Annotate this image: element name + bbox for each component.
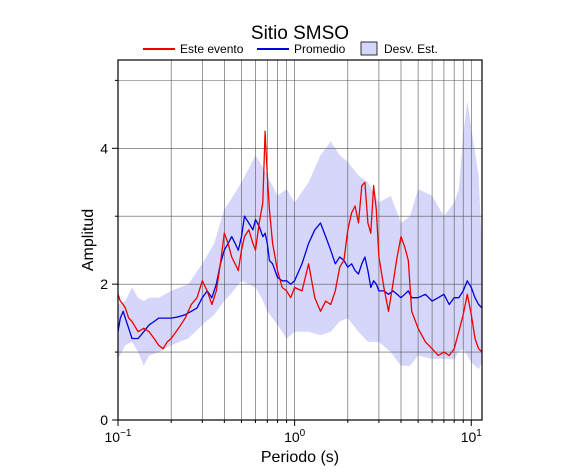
chart-title: Sitio SMSO (251, 23, 349, 44)
legend: Este evento Promedio Desv. Est. (143, 41, 438, 56)
legend-label-desv-est: Desv. Est. (384, 42, 438, 56)
y-tick-label: 0 (100, 412, 108, 428)
legend-swatch-desv-est (360, 41, 378, 56)
std-band-area (118, 100, 482, 370)
este-evento-line (118, 130, 482, 357)
legend-label-promedio: Promedio (294, 42, 346, 56)
series-layer (118, 130, 482, 357)
plot-frame (117, 59, 483, 421)
grid-layer (118, 60, 482, 420)
y-axis-label: Amplitud (80, 209, 97, 271)
y-tick-label: 4 (100, 140, 108, 156)
y-tick-label: 2 (100, 276, 108, 292)
std-band-layer (118, 100, 482, 370)
legend-label-este-evento: Este evento (180, 42, 244, 56)
x-axis-label: Periodo (s) (261, 449, 339, 466)
